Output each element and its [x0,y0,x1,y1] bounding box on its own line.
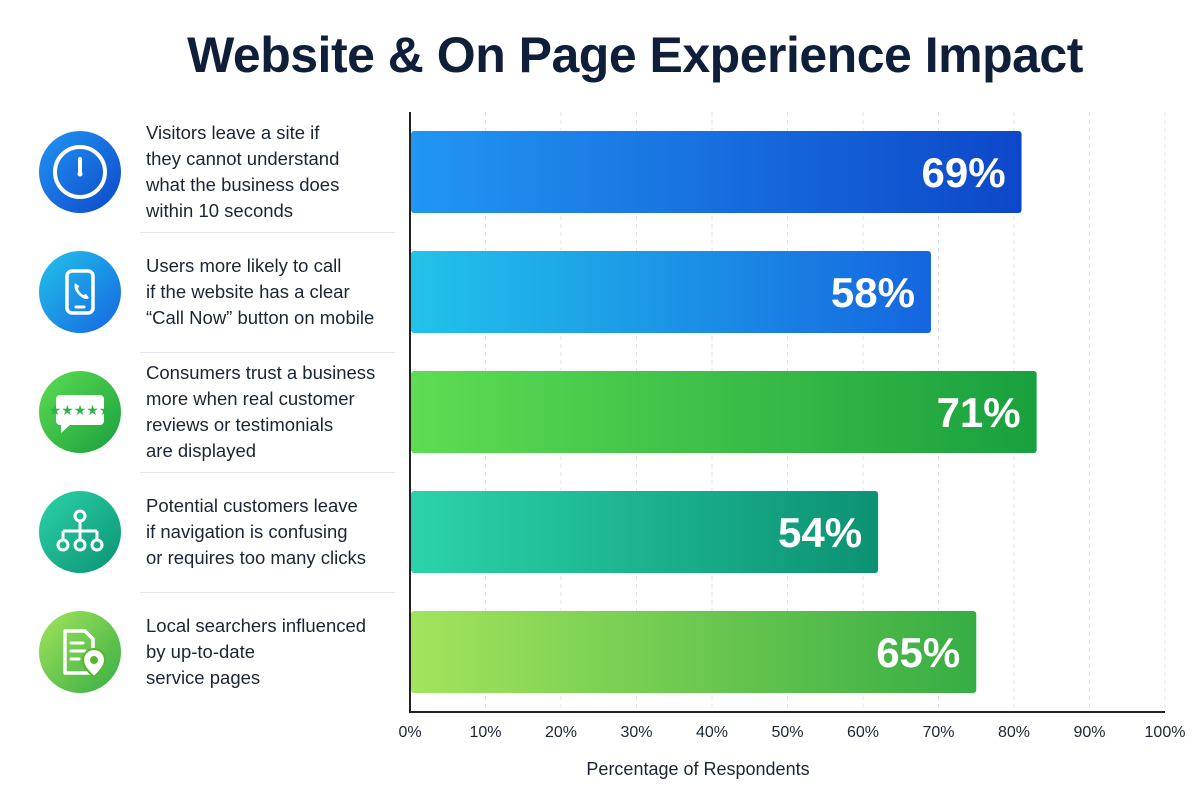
category-label: Potential customers leave if navigation i… [146,495,367,568]
document-location-icon [39,611,121,693]
x-tick-label: 70% [922,724,954,741]
x-tick-label: 90% [1073,724,1105,741]
bar [411,611,977,693]
category-row: Local searchers influenced by up-to-date s… [30,592,395,712]
category-row: Visitors leave a site if they cannot unde… [30,112,395,232]
bar [411,371,1037,453]
category-label: Visitors leave a site if they cannot unde… [146,122,340,221]
chart-title: Website & On Page Experience Impact [187,27,1083,83]
x-tick-label: 40% [696,724,728,741]
x-tick-label: 60% [847,724,879,741]
x-tick-label: 0% [398,724,421,741]
x-axis-title: Percentage of Respondents [586,759,810,779]
x-tick-label: 20% [545,724,577,741]
row-divider [140,592,395,593]
sitemap-icon [39,491,121,573]
bar-value-label: 71% [937,389,1021,436]
category-label: Local searchers influenced by up-to-date s… [146,615,367,688]
phone-icon [39,251,121,333]
category-row: Users more likely to call if the website … [30,232,395,352]
category-row: Potential customers leave if navigation i… [30,472,395,592]
x-tick-label: 30% [620,724,652,741]
bar-value-label: 58% [831,269,915,316]
bar-value-label: 65% [876,629,960,676]
row-divider [140,232,395,233]
category-label: Users more likely to call if the website … [146,255,375,328]
bar [411,491,879,573]
x-tick-label: 10% [469,724,501,741]
x-tick-label: 80% [998,724,1030,741]
x-tick-label: 50% [771,724,803,741]
x-tick-label: 100% [1145,724,1186,741]
review-chat-icon: ★★★★★ [39,371,121,453]
row-divider [140,352,395,353]
category-row: ★★★★★ Consumers trust a business more when… [30,352,395,472]
svg-text:★★★★★: ★★★★★ [49,403,112,419]
bar [411,131,1022,213]
bar-value-label: 54% [778,509,862,556]
bar-value-label: 69% [921,149,1005,196]
bar [411,251,931,333]
clock-icon [39,131,121,213]
row-divider [140,472,395,473]
category-label: Consumers trust a business more when real… [146,362,376,461]
